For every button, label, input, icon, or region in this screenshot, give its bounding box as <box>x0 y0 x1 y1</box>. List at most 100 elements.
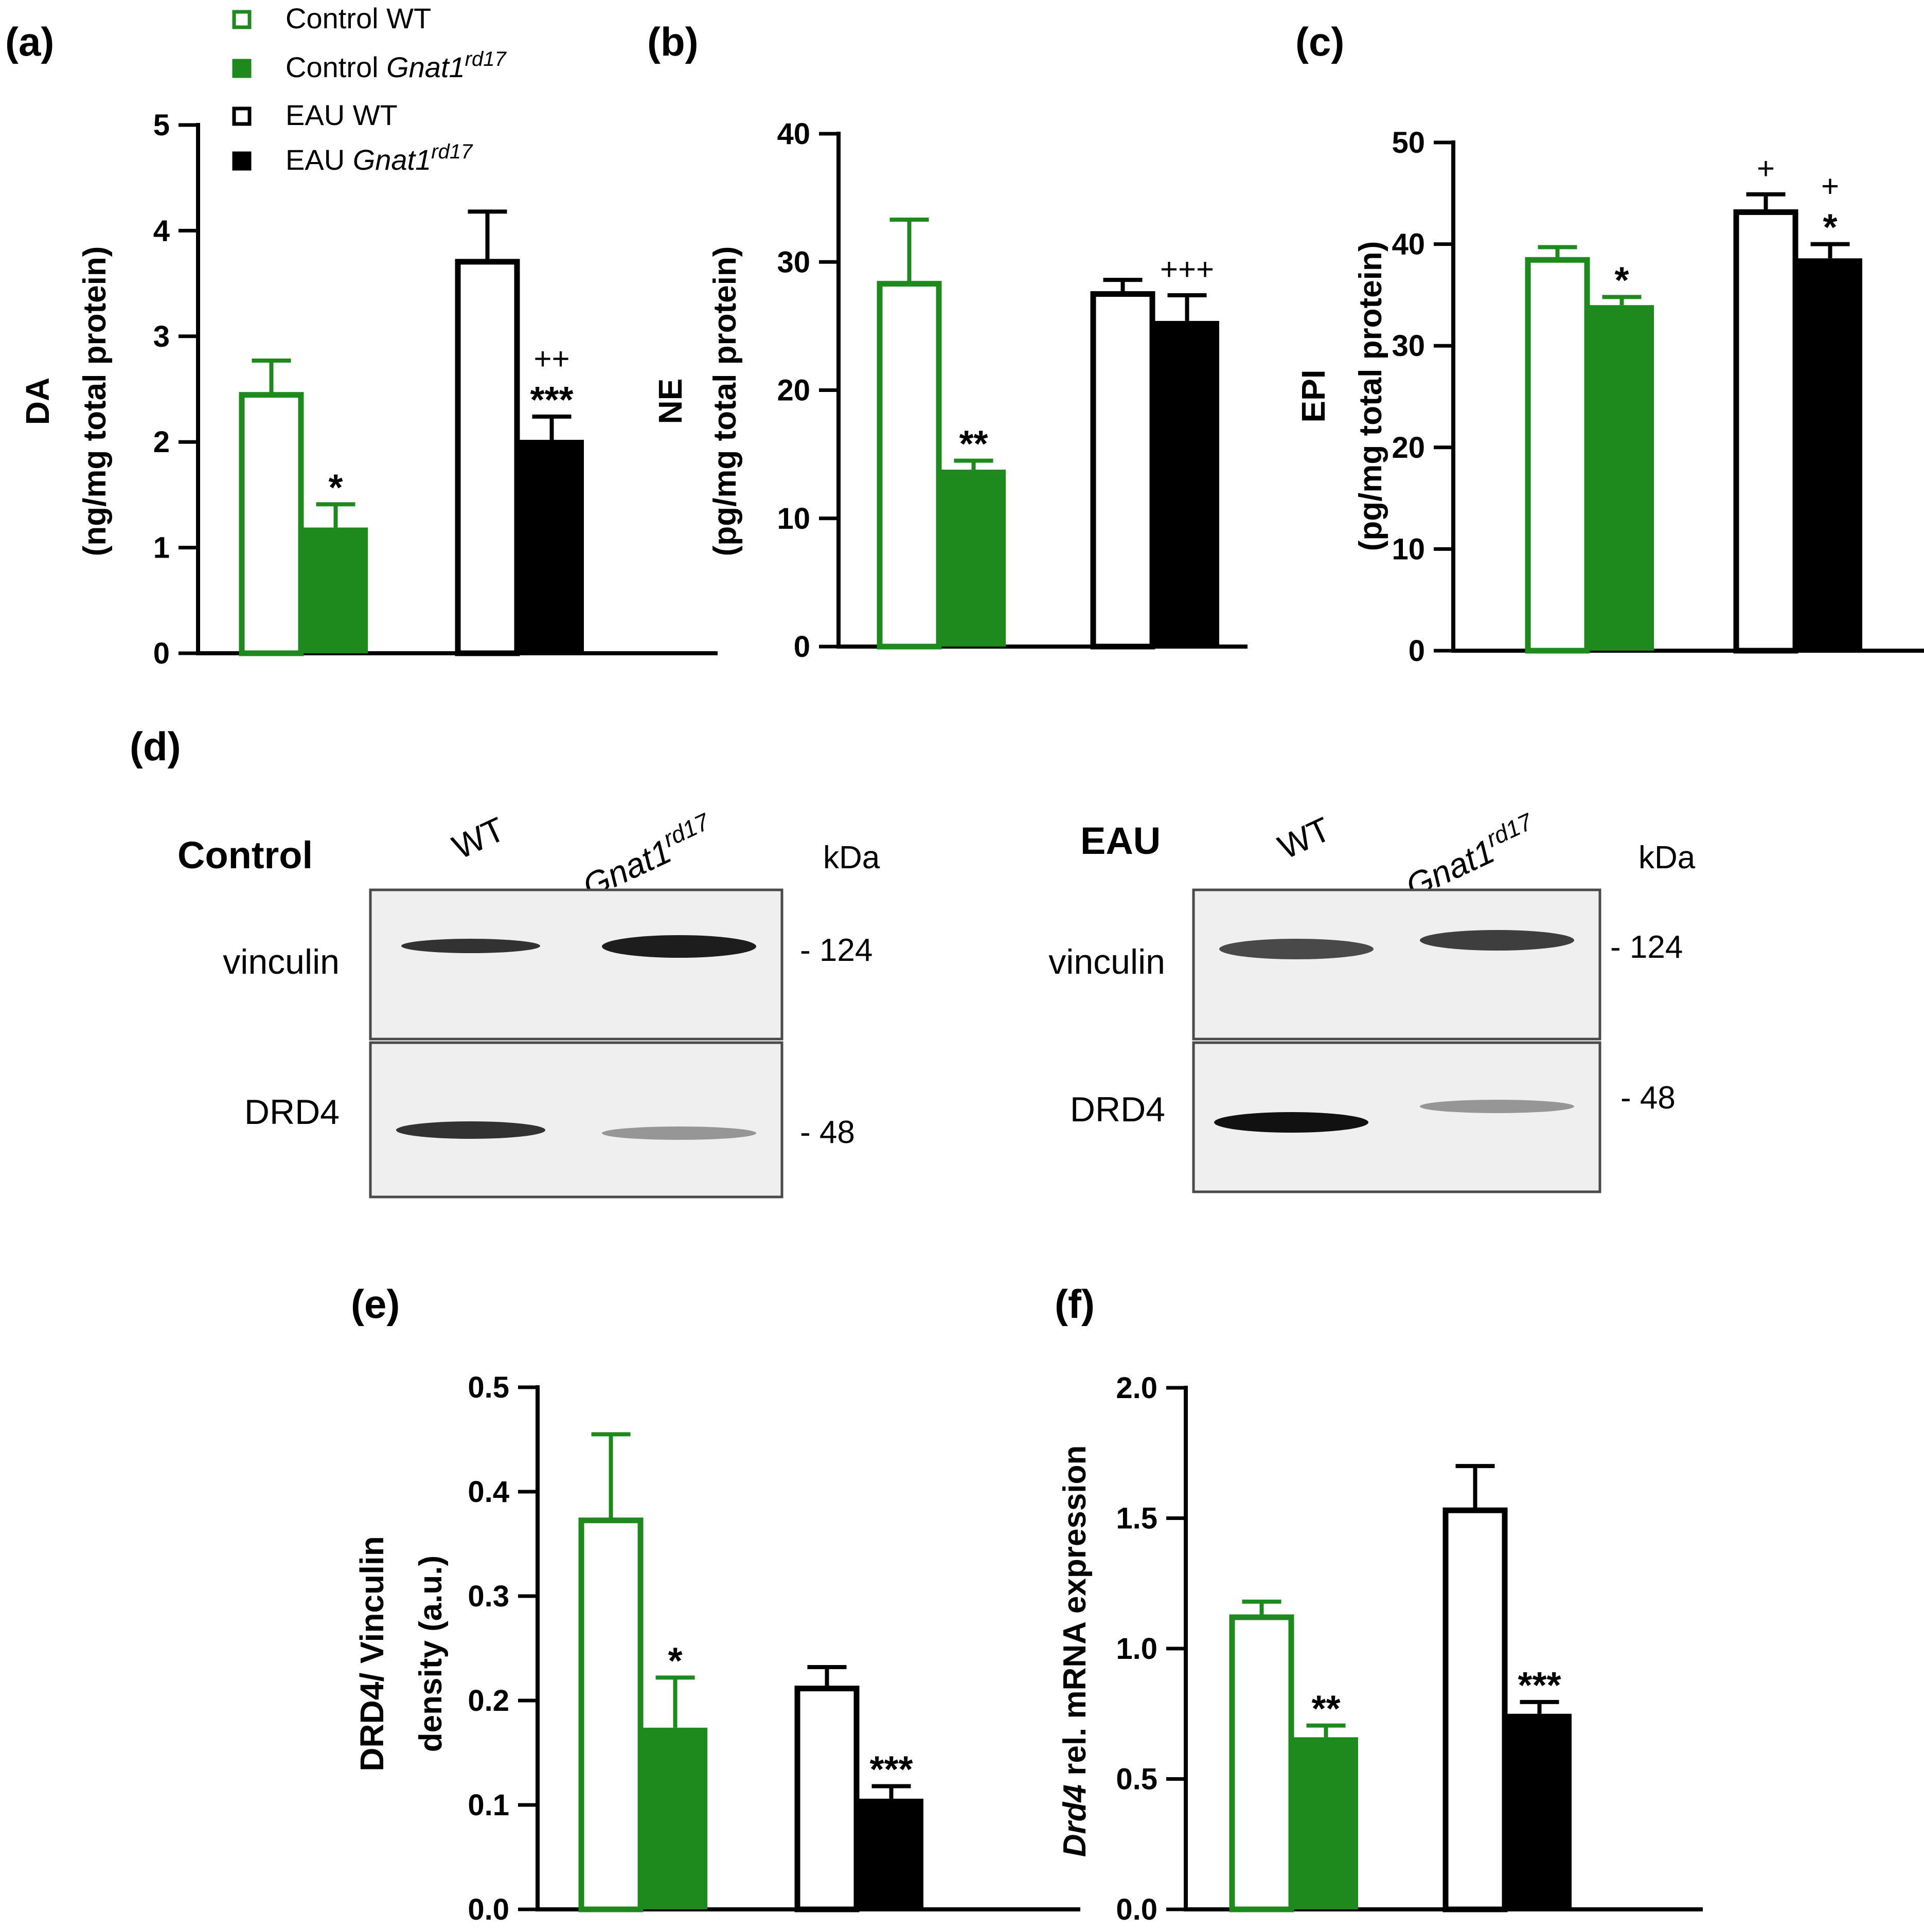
blot-band <box>602 1126 756 1140</box>
y-axis-label: DA <box>19 378 56 425</box>
y-tick-label: 1.0 <box>1116 1632 1157 1666</box>
y-tick-label: 0.2 <box>468 1684 509 1718</box>
legend-label: Control WT <box>286 2 431 34</box>
blot-band <box>602 935 756 958</box>
protein-label: DRD4 <box>1070 1090 1165 1129</box>
blot-band <box>1420 930 1574 951</box>
significance-label: +++ <box>1160 252 1214 287</box>
legend-label: Control Gnat1rd17 <box>286 48 507 83</box>
y-tick-label: 50 <box>1392 126 1425 159</box>
y-axis-label: EPI <box>1295 369 1332 422</box>
bar <box>1590 305 1654 651</box>
bar <box>877 281 942 650</box>
bar <box>1798 258 1862 651</box>
bar <box>578 1517 644 1912</box>
bar <box>1442 1507 1508 1912</box>
significance-label: * <box>1823 207 1837 248</box>
y-tick-label: 0.3 <box>468 1580 509 1613</box>
kda-label: kDa <box>823 840 880 875</box>
bar <box>455 259 520 656</box>
y-axis-sublabel: (pg/mg total protein) <box>707 246 743 557</box>
y-tick-label: 0 <box>1409 634 1425 668</box>
bar <box>794 1686 860 1912</box>
protein-label: DRD4 <box>244 1093 340 1132</box>
significance-label: * <box>668 1640 682 1681</box>
legend-label: EAU WT <box>286 99 398 131</box>
bar <box>859 1798 923 1909</box>
legend-swatch <box>232 59 252 78</box>
blot-band <box>401 939 540 953</box>
y-tick-label: 40 <box>1392 228 1425 261</box>
bar <box>1090 291 1155 650</box>
significance-label: * <box>1614 260 1629 301</box>
significance-label: *** <box>869 1749 913 1790</box>
y-tick-label: 0.0 <box>468 1893 509 1926</box>
y-tick-label: 0.4 <box>468 1475 509 1509</box>
bar <box>941 470 1006 647</box>
legend-item: EAU Gnat1rd17 <box>232 140 473 176</box>
panel-label: (e) <box>351 1281 400 1327</box>
legend-item: Control WT <box>232 2 431 34</box>
y-tick-label: 0 <box>794 630 810 664</box>
protein-label: vinculin <box>223 942 340 981</box>
significance-label: + <box>1821 169 1839 204</box>
bar <box>304 527 368 653</box>
chart-b: (b) 0 10 20 30 40 NE (pg/mg total protein) ** +++ <box>647 19 1248 664</box>
blot-membrane <box>1192 888 1601 1041</box>
bar <box>520 440 584 653</box>
legend-item: Control Gnat1rd17 <box>232 48 507 83</box>
legend-swatch <box>232 151 252 171</box>
significance-label: + <box>1757 151 1775 186</box>
legend-swatch <box>232 106 252 126</box>
size-marker: - 124 <box>1610 929 1683 965</box>
y-axis-label: NE <box>652 379 689 424</box>
size-marker: - 48 <box>1620 1080 1676 1116</box>
significance-label: *** <box>530 380 573 421</box>
y-tick-label: 2 <box>153 425 170 459</box>
y-tick-label: 0 <box>153 637 170 670</box>
bar <box>1155 320 1219 647</box>
bar <box>1507 1713 1572 1909</box>
bar <box>1229 1614 1294 1912</box>
y-axis-label: Drd4 rel. mRNA expression <box>1057 1445 1093 1857</box>
y-axis-label: DRD4/ Vinculin <box>353 1536 390 1772</box>
panel-label: (a) <box>5 19 54 64</box>
blot-band <box>1214 1112 1368 1133</box>
y-axis-sublabel: (pg/mg total protein) <box>1353 241 1388 551</box>
lane-label-wt: WT <box>1272 810 1336 866</box>
protein-label: vinculin <box>1048 942 1165 981</box>
panel-label: (d) <box>130 724 181 769</box>
y-tick-label: 5 <box>153 109 170 142</box>
legend-swatch <box>232 10 252 29</box>
y-tick-label: 0.5 <box>1116 1763 1157 1796</box>
y-tick-label: 40 <box>777 117 810 151</box>
lane-label-wt: WT <box>447 810 510 866</box>
y-tick-label: 3 <box>153 320 170 353</box>
y-tick-label: 20 <box>777 374 810 407</box>
panel-label: (c) <box>1295 19 1344 64</box>
y-tick-label: 1.5 <box>1116 1502 1157 1535</box>
blot-band <box>1219 939 1374 959</box>
panel-label: (b) <box>647 19 699 64</box>
bar <box>643 1727 707 1909</box>
blot-condition-label: EAU <box>1080 819 1161 862</box>
significance-label: ++ <box>533 342 569 376</box>
y-tick-label: 30 <box>1392 329 1425 363</box>
significance-label: ** <box>959 424 988 465</box>
blot-membrane <box>369 1041 783 1198</box>
significance-label: ** <box>1311 1689 1340 1730</box>
size-marker: - 48 <box>800 1115 855 1150</box>
y-tick-label: 1 <box>153 531 170 565</box>
y-axis-sublabel: density (a.u.) <box>413 1555 449 1752</box>
legend-label: EAU Gnat1rd17 <box>286 140 473 176</box>
bar <box>1733 209 1798 654</box>
y-tick-label: 2.0 <box>1116 1371 1157 1405</box>
y-axis-sublabel: (ng/mg total protein) <box>77 246 113 557</box>
chart-e: (e) 0.0 0.1 0.2 0.3 0.4 0.5 DRD4/ Vinculin densi… <box>351 1281 1080 1926</box>
bar <box>239 392 304 656</box>
kda-label: kDa <box>1638 840 1696 875</box>
